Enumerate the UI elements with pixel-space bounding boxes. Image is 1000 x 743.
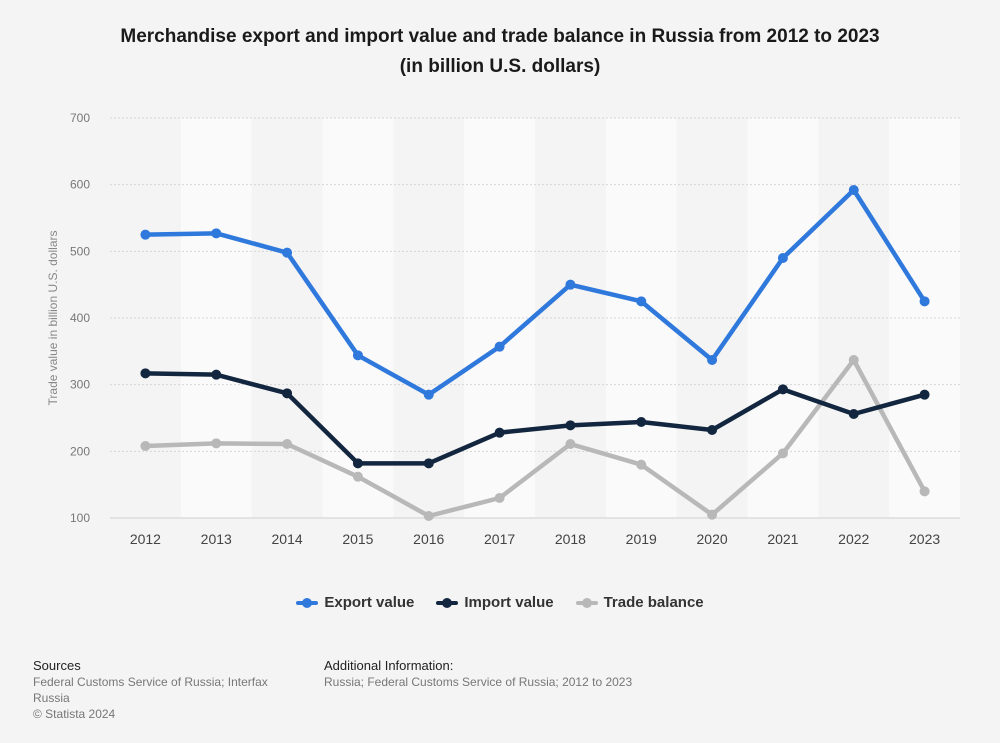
data-point-import-value[interactable] [494, 427, 505, 438]
y-tick-label: 200 [70, 444, 90, 458]
data-point-export-value[interactable] [140, 229, 151, 240]
y-tick-label: 700 [70, 111, 90, 125]
data-point-import-value[interactable] [423, 458, 434, 469]
data-point-import-value[interactable] [707, 425, 718, 435]
data-point-import-value[interactable] [919, 389, 930, 400]
series-trade-balance [140, 355, 930, 521]
data-point-trade-balance[interactable] [707, 509, 718, 520]
data-point-export-value[interactable] [777, 253, 788, 263]
data-point-trade-balance[interactable] [352, 471, 363, 482]
data-point-trade-balance[interactable] [919, 486, 930, 497]
y-axis-label: Trade value in billion U.S. dollars [46, 231, 60, 406]
data-point-export-value[interactable] [352, 350, 363, 361]
data-point-trade-balance[interactable] [211, 438, 222, 449]
data-point-export-value[interactable] [919, 296, 930, 307]
legend-item-import[interactable]: Import value [436, 594, 554, 611]
series-line-trade-balance [143, 357, 927, 519]
chart-title-line1: Merchandise export and import value and … [120, 26, 880, 47]
legend-label-import: Import value [464, 594, 554, 611]
x-axis-ticks: 2012 2013 2014 2015 2016 2017 2018 2019 2020 2021… [130, 531, 941, 547]
data-point-import-value[interactable] [777, 384, 788, 395]
data-point-trade-balance[interactable] [140, 441, 151, 451]
data-point-import-value[interactable] [140, 368, 151, 379]
chart-title: Merchandise export and import value and … [40, 22, 960, 82]
data-point-export-value[interactable] [636, 296, 647, 307]
series-line-import-value [143, 371, 927, 466]
data-point-trade-balance[interactable] [423, 511, 434, 521]
data-point-trade-balance[interactable] [494, 493, 505, 503]
y-tick-label: 100 [70, 511, 90, 525]
additional-info-block: Additional Information: Russia; Federal … [324, 658, 724, 690]
data-point-export-value[interactable] [282, 247, 293, 258]
legend-item-balance[interactable]: Trade balance [575, 594, 704, 611]
x-tick-label: 2018 [555, 531, 586, 547]
sources-text[interactable]: Federal Customs Service of Russia; Inter… [33, 675, 268, 705]
data-point-trade-balance[interactable] [848, 355, 859, 365]
data-point-export-value[interactable] [423, 389, 434, 400]
series-lines [140, 185, 930, 521]
x-tick-label: 2021 [767, 531, 798, 547]
x-tick-label: 2022 [838, 531, 869, 547]
data-point-export-value[interactable] [848, 185, 859, 195]
legend-label-balance: Trade balance [603, 594, 704, 611]
data-point-import-value[interactable] [848, 409, 859, 419]
y-tick-label: 300 [70, 378, 90, 392]
series-line-export-value [143, 187, 927, 397]
x-tick-label: 2020 [697, 531, 728, 547]
y-tick-label: 500 [70, 244, 90, 258]
x-tick-label: 2013 [201, 531, 232, 547]
data-point-export-value[interactable] [565, 279, 576, 290]
x-tick-label: 2014 [272, 531, 303, 547]
series-import-value [140, 368, 930, 469]
x-tick-label: 2016 [413, 531, 444, 547]
sources-heading: Sources [33, 658, 81, 673]
x-tick-label: 2012 [130, 531, 161, 547]
data-point-trade-balance[interactable] [282, 439, 293, 449]
data-point-trade-balance[interactable] [777, 448, 788, 459]
legend-swatch-import [436, 597, 459, 608]
y-tick-label: 600 [70, 178, 90, 192]
legend: Export value Import value Trade balance [0, 594, 1000, 611]
data-point-export-value[interactable] [211, 228, 222, 239]
chart-title-line2: (in billion U.S. dollars) [399, 56, 601, 77]
copyright-text: © Statista 2024 [33, 707, 116, 721]
x-tick-label: 2017 [484, 531, 515, 547]
data-point-import-value[interactable] [211, 369, 222, 380]
data-point-import-value[interactable] [636, 417, 647, 427]
data-point-export-value[interactable] [494, 341, 505, 352]
data-point-import-value[interactable] [565, 420, 576, 431]
x-tick-label: 2023 [909, 531, 940, 547]
legend-item-export[interactable]: Export value [296, 594, 414, 611]
data-point-import-value[interactable] [352, 458, 363, 469]
x-tick-label: 2019 [626, 531, 657, 547]
series-export-value [140, 185, 930, 400]
sources-block: Sources Federal Customs Service of Russi… [33, 658, 293, 722]
data-point-trade-balance[interactable] [636, 459, 647, 470]
x-tick-label: 2015 [342, 531, 373, 547]
data-point-trade-balance[interactable] [565, 439, 576, 449]
legend-swatch-export [296, 597, 319, 608]
legend-swatch-balance [575, 597, 598, 608]
additional-info-heading: Additional Information: [324, 658, 454, 673]
legend-label-export: Export value [324, 594, 415, 611]
data-point-import-value[interactable] [282, 388, 293, 399]
data-point-export-value[interactable] [707, 355, 718, 365]
y-axis-ticks: 100 200 300 400 500 600 700 [70, 111, 90, 525]
y-tick-label: 400 [70, 311, 90, 325]
additional-info-text: Russia; Federal Customs Service of Russi… [324, 675, 633, 689]
